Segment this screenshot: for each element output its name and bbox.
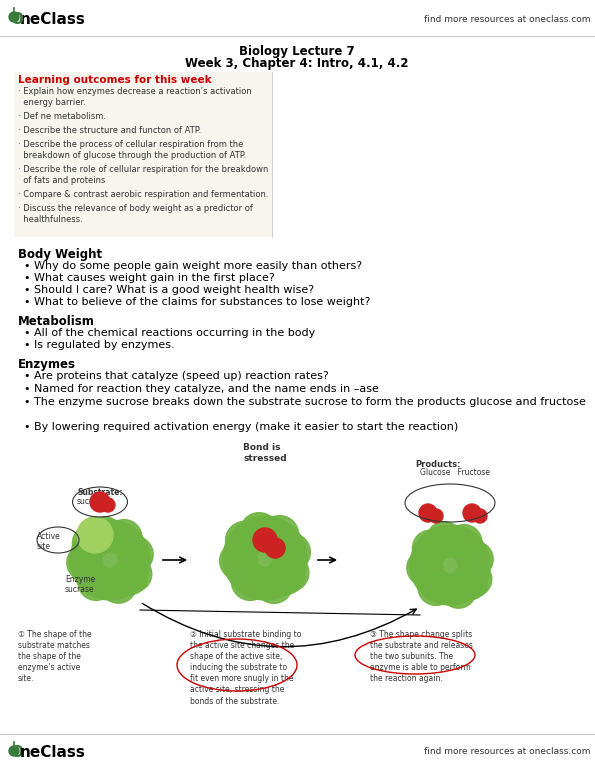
- Circle shape: [265, 538, 285, 558]
- Text: ① The shape of the
substrate matches
the shape of the
enzyme’s active
site.: ① The shape of the substrate matches the…: [18, 630, 92, 684]
- Circle shape: [116, 556, 152, 592]
- Circle shape: [446, 524, 482, 561]
- Circle shape: [240, 513, 278, 551]
- Circle shape: [253, 528, 277, 552]
- FancyBboxPatch shape: [14, 72, 272, 237]
- Circle shape: [255, 565, 293, 604]
- Circle shape: [427, 522, 462, 557]
- FancyArrowPatch shape: [142, 604, 416, 647]
- Text: find more resources at oneclass.com: find more resources at oneclass.com: [424, 15, 590, 24]
- Text: • Why do some people gain weight more easily than others?: • Why do some people gain weight more ea…: [24, 261, 362, 271]
- Text: Active
site: Active site: [37, 532, 61, 551]
- Circle shape: [90, 492, 110, 512]
- Circle shape: [77, 517, 113, 553]
- Text: Week 3, Chapter 4: Intro, 4.1, 4.2: Week 3, Chapter 4: Intro, 4.1, 4.2: [185, 57, 409, 70]
- Circle shape: [67, 545, 103, 581]
- Circle shape: [271, 554, 309, 591]
- Text: · Describe the process of cellular respiration from the
  breakdown of glucose t: · Describe the process of cellular respi…: [18, 140, 246, 160]
- Circle shape: [429, 509, 443, 523]
- Text: neClass: neClass: [20, 12, 86, 27]
- Circle shape: [220, 542, 258, 580]
- Circle shape: [112, 559, 148, 594]
- Text: O: O: [10, 745, 23, 760]
- Text: sucrose: sucrose: [77, 497, 107, 506]
- Text: · Compare & contrast aerobic respiration and fermentation.: · Compare & contrast aerobic respiration…: [18, 190, 268, 199]
- Circle shape: [452, 564, 487, 600]
- Text: ② Initial substrate binding to
the active site changes the
shape of the active s: ② Initial substrate binding to the activ…: [190, 630, 302, 705]
- Circle shape: [456, 561, 492, 597]
- Circle shape: [267, 557, 305, 594]
- Circle shape: [9, 746, 19, 756]
- Text: neClass: neClass: [20, 745, 86, 760]
- Circle shape: [9, 12, 19, 22]
- Text: • Should I care? What is a good weight health wise?: • Should I care? What is a good weight h…: [24, 285, 314, 295]
- Text: find more resources at oneclass.com: find more resources at oneclass.com: [424, 748, 590, 756]
- Circle shape: [418, 569, 454, 605]
- Circle shape: [273, 533, 311, 571]
- Text: Enzymes: Enzymes: [18, 358, 76, 371]
- Text: Learning outcomes for this week: Learning outcomes for this week: [18, 75, 212, 85]
- Text: · Describe the structure and functon of ATP.: · Describe the structure and functon of …: [18, 126, 201, 135]
- Circle shape: [70, 520, 150, 600]
- Circle shape: [101, 567, 136, 603]
- Text: Metabolism: Metabolism: [18, 315, 95, 328]
- Text: Substrate:: Substrate:: [77, 488, 123, 497]
- Circle shape: [78, 564, 114, 601]
- Circle shape: [73, 525, 108, 561]
- Text: • Is regulated by enzymes.: • Is regulated by enzymes.: [24, 340, 174, 350]
- Circle shape: [473, 509, 487, 523]
- Circle shape: [410, 525, 490, 605]
- Text: • By lowering required activation energy (make it easier to start the reaction): • By lowering required activation energy…: [24, 422, 458, 432]
- Text: Body Weight: Body Weight: [18, 248, 102, 261]
- Text: • What causes weight gain in the first place?: • What causes weight gain in the first p…: [24, 273, 275, 283]
- Circle shape: [231, 563, 269, 601]
- Circle shape: [223, 516, 307, 600]
- Text: • Are proteins that catalyze (speed up) reaction rates?: • Are proteins that catalyze (speed up) …: [24, 371, 329, 381]
- Circle shape: [463, 504, 481, 522]
- Circle shape: [419, 504, 437, 522]
- Circle shape: [106, 520, 142, 556]
- Text: Glucose   Fructose: Glucose Fructose: [420, 468, 490, 477]
- Circle shape: [457, 541, 493, 578]
- Text: · Discuss the relevance of body weight as a predictor of
  healthfulness.: · Discuss the relevance of body weight a…: [18, 204, 253, 224]
- Circle shape: [226, 521, 264, 559]
- Text: O: O: [10, 12, 23, 27]
- Circle shape: [117, 537, 153, 572]
- Text: · Describe the role of cellular respiration for the breakdown
  of fats and prot: · Describe the role of cellular respirat…: [18, 165, 268, 185]
- Text: • The enzyme sucrose breaks down the substrate sucrose to form the products gluc: • The enzyme sucrose breaks down the sub…: [24, 397, 586, 407]
- Circle shape: [261, 516, 299, 554]
- Text: Enzyme
sucrase: Enzyme sucrase: [65, 575, 95, 594]
- Circle shape: [101, 498, 115, 512]
- Text: Biology Lecture 7: Biology Lecture 7: [239, 45, 355, 58]
- Circle shape: [407, 550, 443, 586]
- Text: Products:: Products:: [415, 460, 461, 469]
- Text: · Def ne metabolism.: · Def ne metabolism.: [18, 112, 106, 121]
- Text: • What to believe of the claims for substances to lose weight?: • What to believe of the claims for subs…: [24, 297, 370, 307]
- Text: Bond is
stressed: Bond is stressed: [243, 443, 287, 463]
- Circle shape: [412, 531, 449, 566]
- Circle shape: [86, 517, 123, 553]
- Text: ③ The shape change splits
the substrate and releases
the two subunits. The
enzym: ③ The shape change splits the substrate …: [370, 630, 473, 684]
- Text: • All of the chemical reactions occurring in the body: • All of the chemical reactions occurrin…: [24, 328, 315, 338]
- Text: · Explain how enzymes decrease a reaction’s activation
  energy barrier.: · Explain how enzymes decrease a reactio…: [18, 87, 252, 107]
- Circle shape: [440, 572, 477, 608]
- Text: • Named for reaction they catalyze, and the name ends in –ase: • Named for reaction they catalyze, and …: [24, 384, 379, 394]
